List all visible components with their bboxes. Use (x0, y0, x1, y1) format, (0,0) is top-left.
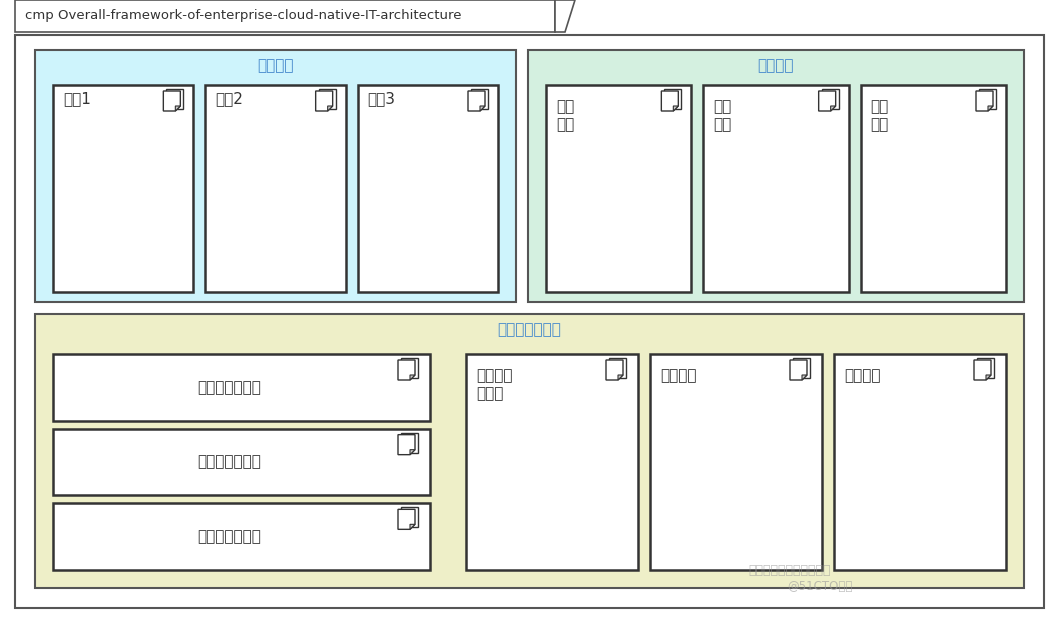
Polygon shape (988, 106, 993, 111)
Text: 数据
模型: 数据 模型 (556, 99, 574, 133)
Polygon shape (976, 91, 993, 111)
Polygon shape (398, 360, 415, 380)
Text: 安全平台: 安全平台 (844, 368, 880, 383)
Bar (35, 314, 1024, 588)
Text: 数据
管理: 数据 管理 (870, 99, 889, 133)
Bar (861, 85, 1006, 292)
Bar (358, 85, 498, 292)
Text: 数据
分析: 数据 分析 (714, 99, 732, 133)
Text: @51CTO博客: @51CTO博客 (787, 581, 852, 594)
Polygon shape (410, 375, 415, 380)
Polygon shape (819, 91, 836, 111)
Text: 云原生基础设施: 云原生基础设施 (198, 529, 262, 544)
Bar (471, 89, 488, 109)
Text: 云原生技术架构: 云原生技术架构 (498, 323, 561, 338)
Bar (609, 358, 626, 378)
Bar (166, 89, 183, 109)
Text: 云原生应用平台: 云原生应用平台 (198, 455, 262, 470)
Bar (53, 354, 430, 421)
Polygon shape (176, 106, 180, 111)
Bar (977, 358, 994, 378)
Bar (205, 85, 345, 292)
Bar (650, 354, 822, 570)
Text: 禅与计算机程序设计艺术: 禅与计算机程序设计艺术 (749, 564, 831, 578)
Bar (664, 89, 681, 109)
Polygon shape (986, 375, 991, 380)
Polygon shape (790, 360, 807, 380)
Polygon shape (661, 91, 679, 111)
Bar (319, 89, 336, 109)
Polygon shape (410, 450, 415, 455)
Text: cmp Overall-framework-of-enterprise-cloud-native-IT-architecture: cmp Overall-framework-of-enterprise-clou… (25, 9, 462, 22)
Polygon shape (555, 0, 575, 32)
Bar (53, 429, 430, 495)
Polygon shape (674, 106, 679, 111)
Text: 集成平台: 集成平台 (660, 368, 697, 383)
Bar (401, 507, 418, 527)
Text: 应用1: 应用1 (62, 92, 91, 107)
Polygon shape (398, 435, 415, 455)
Bar (466, 354, 638, 570)
Text: 低代码开发平台: 低代码开发平台 (198, 380, 262, 395)
Polygon shape (410, 525, 415, 530)
Polygon shape (606, 360, 623, 380)
Text: 数据架构: 数据架构 (758, 59, 794, 74)
Bar (703, 85, 848, 292)
Bar (53, 85, 194, 292)
Text: 应用3: 应用3 (367, 92, 396, 107)
Bar (528, 50, 1024, 302)
Polygon shape (327, 106, 333, 111)
Text: 应用2: 应用2 (215, 92, 244, 107)
Polygon shape (398, 510, 415, 530)
Polygon shape (830, 106, 836, 111)
Polygon shape (618, 375, 623, 380)
Polygon shape (480, 106, 485, 111)
Bar (15, 0, 555, 32)
Text: 云原生技
术组件: 云原生技 术组件 (475, 368, 513, 402)
Bar (834, 354, 1006, 570)
Polygon shape (802, 375, 807, 380)
Polygon shape (316, 91, 333, 111)
Bar (35, 50, 516, 302)
Bar (401, 432, 418, 453)
Text: 应用架构: 应用架构 (257, 59, 293, 74)
Bar (822, 89, 839, 109)
Bar (401, 358, 418, 378)
Bar (53, 503, 430, 570)
Bar (546, 85, 692, 292)
Bar (979, 89, 997, 109)
Polygon shape (163, 91, 180, 111)
Polygon shape (468, 91, 485, 111)
Polygon shape (974, 360, 991, 380)
Bar (793, 358, 810, 378)
